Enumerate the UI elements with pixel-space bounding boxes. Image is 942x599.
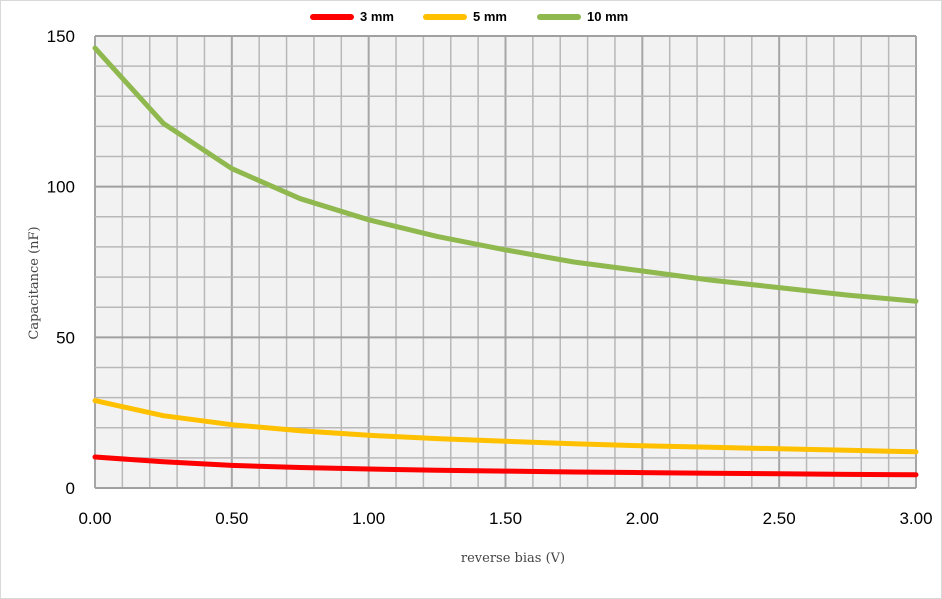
grid — [94, 35, 917, 489]
x-tick-label: 2.00 — [626, 509, 659, 528]
series-line-10mm — [92, 45, 919, 304]
y-tick-label: 50 — [56, 328, 75, 347]
y-tick-label: 150 — [47, 27, 75, 46]
tick-labels: 0.00 0.50 1.00 1.50 2.00 2.50 3.00 0 50 100 150 — [47, 27, 933, 528]
x-axis-label: reverse bias (V) — [461, 551, 565, 566]
x-tick-label: 0.00 — [78, 509, 111, 528]
series-lines — [92, 45, 919, 478]
legend-label: 3 mm — [360, 9, 394, 24]
y-axis-label: Capacitance (nF) — [27, 226, 42, 339]
x-tick-label: 0.50 — [215, 509, 248, 528]
x-tick-label: 1.00 — [352, 509, 385, 528]
x-tick-label: 3.00 — [899, 509, 932, 528]
series-line-3mm — [92, 454, 919, 478]
x-tick-label: 2.50 — [763, 509, 796, 528]
x-tick-label: 1.50 — [489, 509, 522, 528]
legend-label: 10 mm — [587, 9, 628, 24]
legend: 3 mm 5 mm 10 mm — [310, 9, 628, 24]
legend-label: 5 mm — [473, 9, 507, 24]
series-line-5mm — [92, 398, 919, 455]
y-tick-label: 0 — [66, 479, 75, 498]
y-tick-label: 100 — [47, 178, 75, 197]
